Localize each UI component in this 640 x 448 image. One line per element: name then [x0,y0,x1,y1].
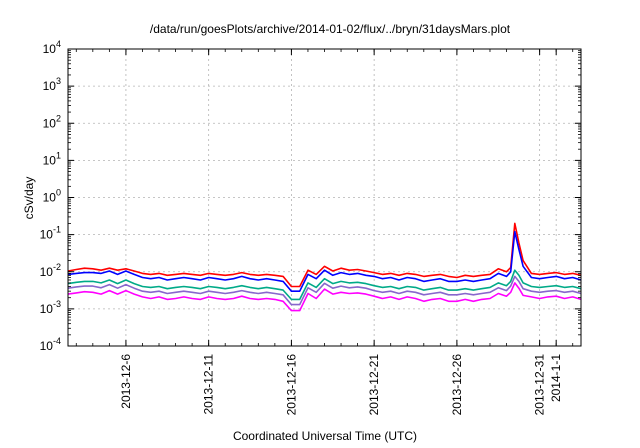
y-tick-label: 102 [43,113,61,130]
chart-title: /data/run/goesPlots/archive/2014-01-02/f… [150,22,511,36]
series-line-2 [67,230,582,293]
y-tick-label: 10-1 [40,225,61,242]
grid-lines [68,49,581,346]
x-tick-label: 2013-12-11 [202,354,216,415]
x-tick-label: 2013-12-31 [533,354,547,416]
x-axis: 2013-12-6 2013-12-11 2013-12-16 2013-12-21 2… [75,49,574,416]
y-tick-label: 10-4 [40,336,61,353]
y-tick-label: 10-2 [40,262,61,279]
x-tick-label: 2013-12-16 [284,354,298,416]
y-tick-label: 100 [43,188,61,205]
x-tick-label: 2013-12-21 [367,354,381,416]
series-line-5 [67,282,582,312]
series-line-3 [67,269,582,301]
x-tick-label: 2014-1-1 [549,354,563,402]
y-tick-label: 104 [43,39,61,56]
x-tick-label: 2013-12-26 [450,354,464,416]
series-line-4 [67,275,582,306]
series-line-1 [67,222,582,288]
x-tick-label: 2013-12-6 [119,354,133,409]
y-axis: 10-4 10-3 10-2 10-1 100 101 102 103 104 [40,39,581,353]
y-tick-label: 103 [43,76,61,93]
y-tick-label: 101 [43,150,61,167]
x-axis-label: Coordinated Universal Time (UTC) [233,429,417,443]
y-tick-label: 10-3 [40,299,61,316]
y-axis-label: cSv/day [22,177,36,220]
series-lines [67,222,582,312]
